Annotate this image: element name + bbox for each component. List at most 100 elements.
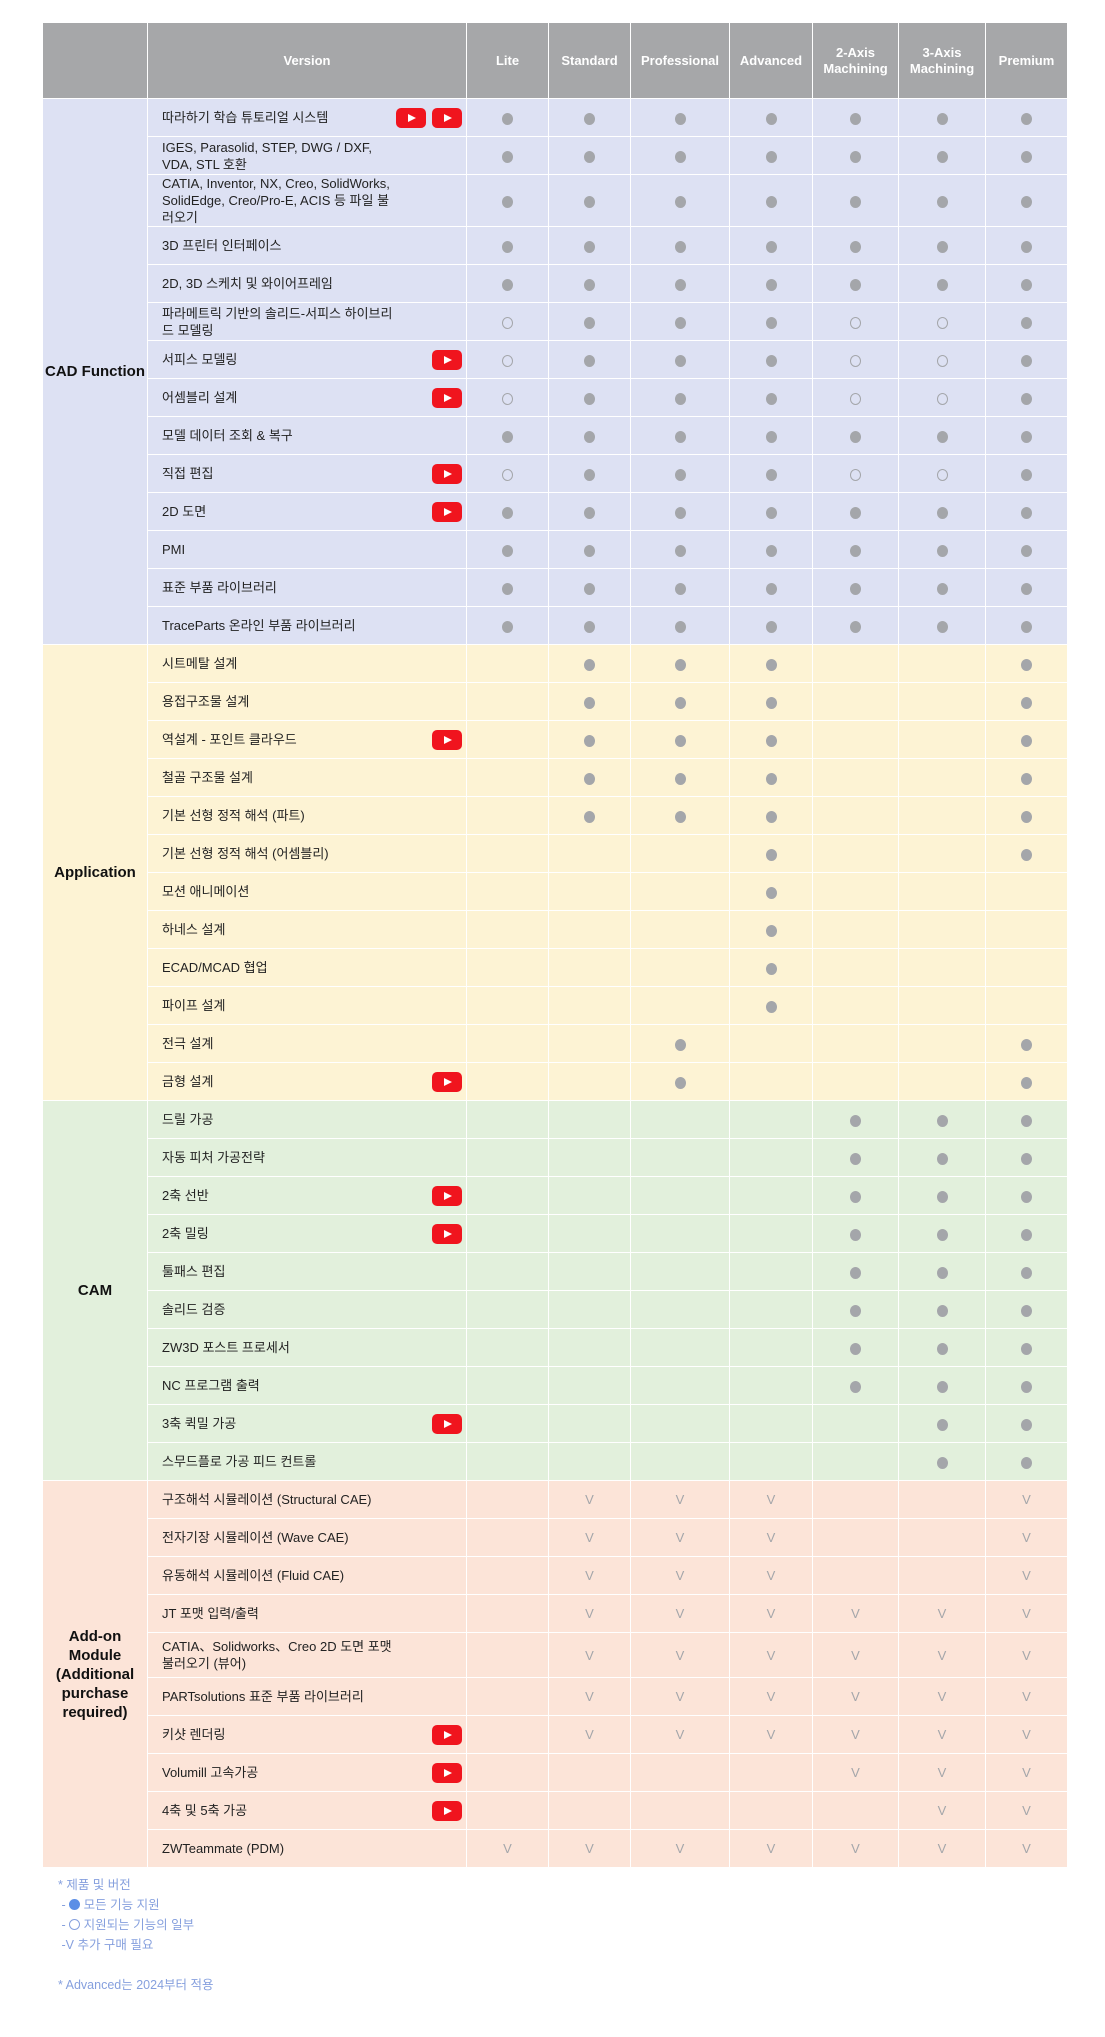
support-cell <box>729 416 813 455</box>
section-label: Application <box>42 644 148 1101</box>
feature-cell: CATIA, Inventor, NX, Creo, SolidWorks, S… <box>147 174 467 227</box>
support-cell <box>630 1138 730 1177</box>
support-cell: V <box>630 1632 730 1678</box>
feature-label: 용접구조물 설계 <box>162 694 250 709</box>
purchase-mark: V <box>1022 1492 1031 1507</box>
support-cell <box>812 986 899 1025</box>
filled-circle-icon <box>584 150 595 163</box>
feature-label: ECAD/MCAD 협업 <box>162 960 268 975</box>
support-cell <box>630 1214 730 1253</box>
filled-circle-icon <box>584 392 595 405</box>
feature-label: 금형 설계 <box>162 1074 214 1089</box>
legend-partial-text: 지원되는 기능의 일부 <box>83 1918 195 1932</box>
support-cell <box>898 1442 986 1481</box>
purchase-mark: V <box>851 1647 860 1663</box>
hollow-circle-icon <box>69 1919 81 1930</box>
filled-circle-icon <box>765 240 777 253</box>
feature-label: 툴패스 편집 <box>162 1264 226 1279</box>
video-links <box>432 1223 462 1244</box>
filled-circle-icon <box>765 468 777 481</box>
youtube-play-icon[interactable] <box>432 1185 462 1206</box>
youtube-play-icon[interactable] <box>396 107 426 128</box>
filled-circle-icon <box>502 430 513 443</box>
filled-circle-icon <box>1021 1304 1032 1317</box>
feature-cell: 모션 애니메이션 <box>147 872 467 911</box>
table-row: 3축 퀵밀 가공 <box>42 1404 1068 1443</box>
support-cell <box>898 98 986 137</box>
youtube-play-icon[interactable] <box>432 349 462 370</box>
feature-cell: IGES, Parasolid, STEP, DWG / DXF, VDA, S… <box>147 136 467 175</box>
purchase-mark: V <box>766 1727 776 1742</box>
youtube-play-icon[interactable] <box>432 107 462 128</box>
support-cell <box>985 136 1068 175</box>
feature-label: 2D, 3D 스케치 및 와이어프레임 <box>162 276 333 291</box>
feature-label: 철골 구조물 설계 <box>162 770 253 785</box>
table-row: NC 프로그램 출력 <box>42 1366 1068 1405</box>
filled-circle-icon <box>850 1190 861 1203</box>
support-cell <box>985 758 1068 797</box>
feature-cell: 시트메탈 설계 <box>147 644 467 683</box>
support-cell <box>630 720 730 759</box>
support-cell <box>466 568 549 607</box>
feature-label: 2축 밀링 <box>162 1226 209 1241</box>
table-row: 기본 선형 정적 해석 (파트) <box>42 796 1068 835</box>
filled-circle-icon <box>1021 430 1032 443</box>
purchase-mark: V <box>851 1765 860 1780</box>
support-cell <box>898 1290 986 1329</box>
support-cell <box>548 986 631 1025</box>
youtube-play-icon[interactable] <box>432 463 462 484</box>
support-cell <box>812 1556 899 1595</box>
support-cell: V <box>729 1632 813 1678</box>
feature-label: 따라하기 학습 튜토리얼 시스템 <box>162 110 329 125</box>
support-cell <box>548 98 631 137</box>
support-cell <box>466 302 549 341</box>
youtube-play-icon[interactable] <box>432 729 462 750</box>
support-cell <box>729 1024 813 1063</box>
youtube-play-icon[interactable] <box>432 1800 462 1821</box>
support-cell <box>548 454 631 493</box>
support-cell <box>466 948 549 987</box>
support-cell <box>898 1100 986 1139</box>
feature-label: 기본 선형 정적 해석 (파트) <box>162 808 305 823</box>
youtube-play-icon[interactable] <box>432 501 462 522</box>
support-cell: V <box>630 1518 730 1557</box>
support-cell: V <box>729 1677 813 1716</box>
support-cell <box>898 530 986 569</box>
support-cell <box>466 454 549 493</box>
support-cell <box>466 1677 549 1716</box>
support-cell <box>898 492 986 531</box>
youtube-play-icon[interactable] <box>432 1762 462 1783</box>
feature-label: 3축 퀵밀 가공 <box>162 1416 237 1431</box>
youtube-play-icon[interactable] <box>432 1071 462 1092</box>
support-cell <box>898 174 986 227</box>
filled-circle-icon <box>936 1380 948 1393</box>
support-cell <box>729 378 813 417</box>
youtube-play-icon[interactable] <box>432 387 462 408</box>
support-cell <box>466 378 549 417</box>
support-cell <box>466 986 549 1025</box>
purchase-mark: V <box>675 1689 685 1704</box>
support-cell: V <box>985 1480 1068 1519</box>
support-cell: V <box>548 1556 631 1595</box>
support-cell <box>729 98 813 137</box>
support-cell <box>985 1176 1068 1215</box>
filled-circle-icon <box>674 772 686 785</box>
support-cell <box>466 174 549 227</box>
filled-circle-icon <box>674 195 686 208</box>
support-cell <box>548 1753 631 1792</box>
support-cell <box>630 682 730 721</box>
legend-title: * 제품 및 버전 <box>58 1878 131 1892</box>
youtube-play-icon[interactable] <box>432 1724 462 1745</box>
filled-circle-icon <box>584 506 595 519</box>
filled-circle-icon <box>1021 1190 1032 1203</box>
filled-circle-icon <box>584 195 595 208</box>
purchase-mark: V <box>1022 1568 1031 1583</box>
feature-cell: 하네스 설계 <box>147 910 467 949</box>
header-row: Version Lite Standard Professional Advanced… <box>42 22 1068 99</box>
youtube-play-icon[interactable] <box>432 1223 462 1244</box>
support-cell <box>985 1214 1068 1253</box>
table-row: Application 시트메탈 설계 <box>42 644 1068 1101</box>
support-cell <box>548 492 631 531</box>
feature-label: CATIA, Inventor, NX, Creo, SolidWorks, S… <box>162 176 390 225</box>
youtube-play-icon[interactable] <box>432 1413 462 1434</box>
